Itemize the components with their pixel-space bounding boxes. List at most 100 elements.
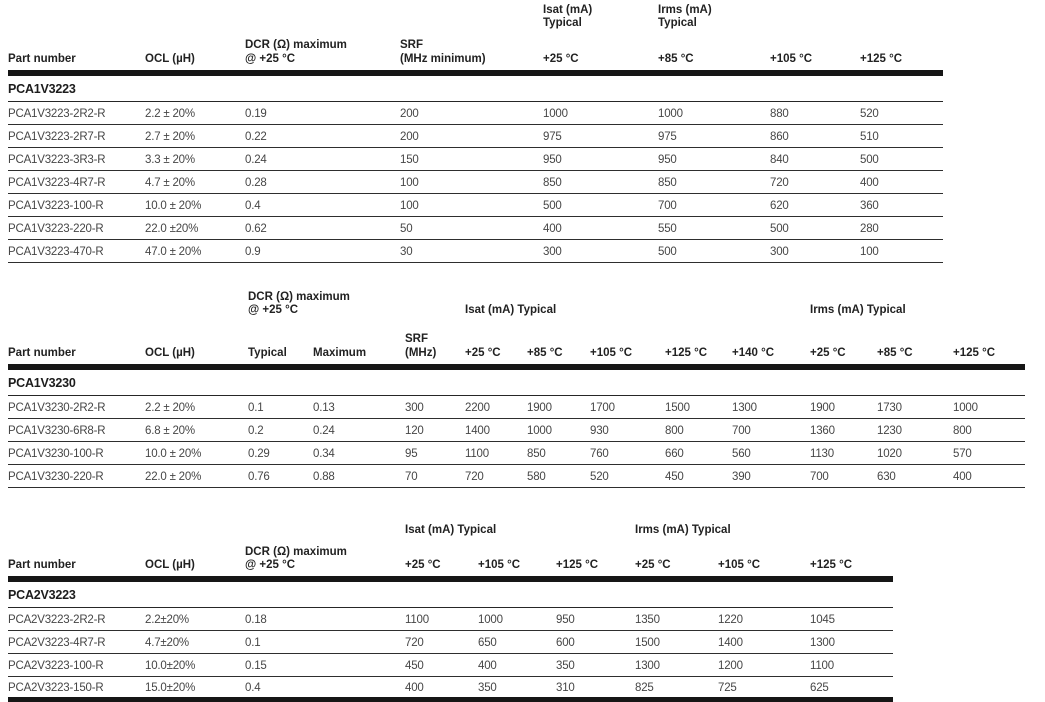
irms-group-label: Irms (mA) Typical <box>658 4 712 30</box>
isat-group-label: Isat (mA) Typical <box>405 523 497 536</box>
cell-part-number: PCA1V3223-220-R <box>8 216 145 240</box>
cell-dcr: 0.22 <box>245 124 400 148</box>
cell-irms-105c: 620 <box>770 193 860 217</box>
col-irms-25c: +25 °C <box>635 545 718 583</box>
cell-isat-105c: 350 <box>478 676 556 702</box>
cell-irms-85c: 1230 <box>877 418 953 442</box>
cell-irms-85c: 850 <box>658 170 770 194</box>
cell-isat-25c: 850 <box>543 170 658 194</box>
cell-dcr: 0.18 <box>245 607 405 632</box>
cell-dcr: 0.15 <box>245 653 405 678</box>
col-isat-125c: +125 °C <box>556 545 635 583</box>
cell-dcr-maximum: 0.34 <box>313 441 405 465</box>
cell-isat-85c: 850 <box>527 441 590 465</box>
cell-ocl: 22.0 ± 20% <box>145 464 248 488</box>
cell-ocl: 6.8 ± 20% <box>145 418 248 442</box>
cell-irms-85c: 1020 <box>877 441 953 465</box>
cell-irms-125c: 360 <box>860 193 943 217</box>
cell-irms-105c: 725 <box>718 676 810 702</box>
cell-dcr-maximum: 0.24 <box>313 418 405 442</box>
col-irms-125c: +125 °C <box>860 39 943 76</box>
cell-dcr: 0.1 <box>245 630 405 655</box>
cell-dcr-typical: 0.76 <box>248 464 313 488</box>
col-dcr-maximum: Maximum <box>313 333 405 370</box>
cell-isat-25c: 500 <box>543 193 658 217</box>
table-row: PCA1V3223-3R3-R 3.3 ± 20% 0.24 150 950 9… <box>8 147 943 171</box>
cell-ocl: 2.7 ± 20% <box>145 124 245 148</box>
cell-ocl: 47.0 ± 20% <box>145 239 245 263</box>
cell-part-number: PCA1V3223-2R7-R <box>8 124 145 148</box>
cell-srf: 120 <box>405 418 465 442</box>
table-row: PCA1V3223-220-R 22.0 ±20% 0.62 50 400 55… <box>8 216 943 240</box>
table-row: PCA1V3230-6R8-R 6.8 ± 20% 0.2 0.24 120 1… <box>8 418 1026 442</box>
col-part-number: Part number <box>8 333 145 370</box>
cell-part-number: PCA2V3223-4R7-R <box>8 630 145 655</box>
cell-isat-105c: 1700 <box>590 395 665 419</box>
series-header-row: PCA1V3223 <box>8 72 943 102</box>
cell-part-number: PCA1V3230-100-R <box>8 441 145 465</box>
series-label: PCA2V3223 <box>8 579 894 609</box>
series-header-row: PCA1V3230 <box>8 366 1026 396</box>
cell-isat-105c: 930 <box>590 418 665 442</box>
cell-isat-25c: 300 <box>543 239 658 263</box>
cell-part-number: PCA1V3223-3R3-R <box>8 147 145 171</box>
cell-ocl: 3.3 ± 20% <box>145 147 245 171</box>
cell-irms-85c: 630 <box>877 464 953 488</box>
cell-srf: 95 <box>405 441 465 465</box>
col-isat-105c: +105 °C <box>590 333 665 370</box>
cell-dcr: 0.62 <box>245 216 400 240</box>
cell-srf: 200 <box>400 101 543 125</box>
cell-ocl: 10.0±20% <box>145 653 245 678</box>
cell-isat-85c: 1900 <box>527 395 590 419</box>
cell-irms-125c: 520 <box>860 101 943 125</box>
cell-irms-25c: 1130 <box>810 441 877 465</box>
cell-dcr: 0.4 <box>245 676 405 702</box>
cell-isat-25c: 1100 <box>465 441 527 465</box>
cell-irms-105c: 840 <box>770 147 860 171</box>
table2-header: DCR (Ω) maximum @ +25 °C Isat (mA) Typic… <box>8 291 1026 370</box>
cell-part-number: PCA1V3230-220-R <box>8 464 145 488</box>
cell-isat-25c: 1100 <box>405 607 478 632</box>
cell-irms-85c: 975 <box>658 124 770 148</box>
cell-part-number: PCA2V3223-100-R <box>8 653 145 678</box>
cell-dcr-typical: 0.29 <box>248 441 313 465</box>
cell-irms-125c: 1000 <box>953 395 1026 419</box>
cell-isat-125c: 450 <box>665 464 732 488</box>
table-row: PCA2V3223-4R7-R 4.7±20% 0.1 720 650 600 … <box>8 630 894 655</box>
cell-dcr-typical: 0.2 <box>248 418 313 442</box>
cell-isat-25c: 720 <box>405 630 478 655</box>
cell-ocl: 10.0 ± 20% <box>145 441 248 465</box>
cell-isat-125c: 600 <box>556 630 635 655</box>
table3-header: Isat (mA) Typical Irms (mA) Typical Part… <box>8 523 894 583</box>
cell-srf: 100 <box>400 170 543 194</box>
cell-srf: 200 <box>400 124 543 148</box>
group-header-row: Isat (mA) Typical Irms (mA) Typical <box>8 4 943 39</box>
column-header-row: Part number OCL (µH) DCR (Ω) maximum @ +… <box>8 39 943 76</box>
col-irms-105c: +105 °C <box>718 545 810 583</box>
col-part-number: Part number <box>8 39 145 76</box>
cell-srf: 30 <box>400 239 543 263</box>
isat-group-label: Isat (mA) Typical <box>543 4 593 30</box>
irms-group-label: Irms (mA) Typical <box>635 523 731 536</box>
cell-isat-25c: 1000 <box>543 101 658 125</box>
cell-isat-140c: 390 <box>732 464 810 488</box>
spec-table-pca2v3223: Isat (mA) Typical Irms (mA) Typical Part… <box>8 524 1045 702</box>
cell-isat-25c: 400 <box>405 676 478 702</box>
cell-part-number: PCA1V3223-4R7-R <box>8 170 145 194</box>
cell-dcr: 0.9 <box>245 239 400 263</box>
cell-part-number: PCA1V3230-2R2-R <box>8 395 145 419</box>
col-irms-85c: +85 °C <box>877 333 953 370</box>
cell-part-number: PCA1V3223-2R2-R <box>8 101 145 125</box>
cell-irms-125c: 280 <box>860 216 943 240</box>
cell-irms-105c: 1400 <box>718 630 810 655</box>
cell-irms-105c: 500 <box>770 216 860 240</box>
cell-part-number: PCA1V3230-6R8-R <box>8 418 145 442</box>
col-isat-85c: +85 °C <box>527 333 590 370</box>
cell-isat-25c: 950 <box>543 147 658 171</box>
cell-isat-85c: 580 <box>527 464 590 488</box>
series-label: PCA1V3223 <box>8 72 943 102</box>
cell-ocl: 22.0 ±20% <box>145 216 245 240</box>
col-irms-105c: +105 °C <box>770 39 860 76</box>
cell-isat-25c: 450 <box>405 653 478 678</box>
